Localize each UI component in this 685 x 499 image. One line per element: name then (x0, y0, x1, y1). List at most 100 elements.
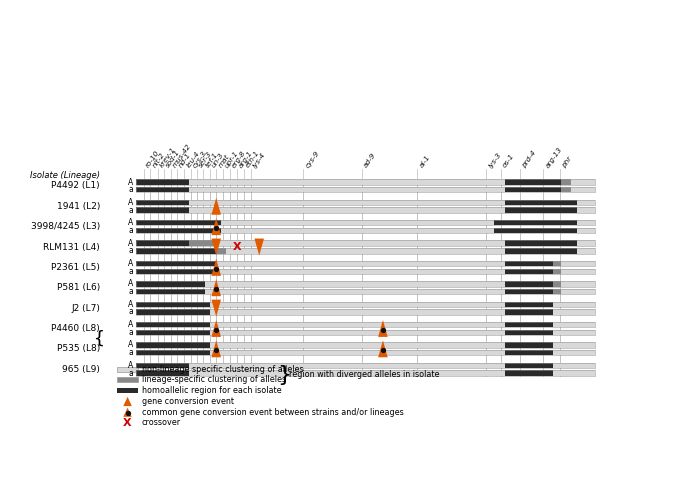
Bar (505, 241, 577, 246)
Text: P581 (L6): P581 (L6) (57, 283, 100, 292)
Bar (505, 363, 553, 368)
Polygon shape (212, 259, 221, 276)
Text: un-3: un-3 (211, 152, 225, 169)
Bar (205, 289, 505, 294)
Text: leu-4: leu-4 (186, 150, 201, 169)
Bar (505, 342, 553, 348)
Bar (189, 208, 505, 213)
Bar (505, 330, 553, 335)
Text: A: A (127, 239, 133, 248)
Bar (136, 179, 189, 185)
Bar (136, 363, 595, 368)
Text: A: A (127, 340, 133, 349)
Text: mus-42: mus-42 (172, 143, 192, 169)
Bar (577, 200, 595, 205)
Bar (577, 241, 595, 246)
Bar (189, 200, 505, 205)
Text: sod-1: sod-1 (165, 149, 182, 169)
Text: cys-3: cys-3 (192, 149, 208, 169)
Bar (189, 363, 505, 368)
Bar (136, 363, 189, 368)
Text: Isolate (Lineage): Isolate (Lineage) (30, 171, 100, 180)
Bar (118, 367, 138, 372)
Bar (136, 261, 216, 266)
Polygon shape (212, 299, 221, 316)
Text: A: A (127, 218, 133, 227)
Bar (210, 301, 505, 307)
Polygon shape (123, 397, 132, 406)
Text: P535 (L8): P535 (L8) (57, 344, 100, 353)
Bar (136, 289, 595, 294)
Text: ser-3: ser-3 (198, 150, 214, 169)
Bar (553, 370, 595, 376)
Bar (136, 309, 595, 315)
Bar (505, 281, 553, 286)
Text: lys-3: lys-3 (488, 151, 502, 169)
Bar (210, 330, 505, 335)
Bar (136, 187, 595, 193)
Bar (553, 330, 595, 335)
Bar (136, 322, 595, 327)
Text: arg-13: arg-13 (545, 146, 563, 169)
Bar (136, 342, 595, 348)
Bar (136, 301, 595, 307)
Text: P4460 (L8): P4460 (L8) (51, 324, 100, 333)
Text: a: a (128, 369, 133, 378)
Bar (571, 187, 595, 193)
Bar (505, 370, 553, 376)
Bar (210, 322, 505, 327)
Text: nit-2: nit-2 (151, 152, 166, 169)
Polygon shape (123, 408, 132, 417)
Bar (136, 301, 210, 307)
Text: X: X (123, 418, 132, 428)
Text: common gene conversion event between strains and/or lineages: common gene conversion event between str… (142, 408, 403, 417)
Bar (210, 350, 505, 355)
Bar (136, 187, 189, 193)
Text: homoallelic region for each isolate: homoallelic region for each isolate (142, 386, 282, 395)
Text: phr: phr (561, 155, 573, 169)
Bar (136, 350, 595, 355)
Text: 1941 (L2): 1941 (L2) (57, 202, 100, 211)
Bar (216, 261, 505, 266)
Bar (136, 179, 595, 185)
Bar (505, 187, 561, 193)
Bar (505, 350, 553, 355)
Polygon shape (212, 198, 221, 215)
Bar (553, 289, 561, 294)
Bar (136, 370, 595, 376)
Text: eth-1: eth-1 (245, 149, 261, 169)
Bar (189, 241, 216, 246)
Bar (136, 200, 189, 205)
Text: {: { (93, 330, 104, 348)
Bar (505, 309, 553, 315)
Bar (136, 208, 189, 213)
Bar (136, 208, 595, 213)
Bar (577, 220, 595, 226)
Bar (136, 330, 595, 335)
Bar (577, 228, 595, 233)
Text: crossover: crossover (142, 419, 181, 428)
Polygon shape (212, 218, 221, 235)
Bar (136, 309, 210, 315)
Text: cys-9: cys-9 (304, 149, 321, 169)
Bar (118, 388, 138, 393)
Text: }: } (277, 365, 291, 385)
Text: prd-4: prd-4 (521, 149, 537, 169)
Bar (136, 281, 205, 286)
Bar (495, 220, 577, 226)
Text: a: a (128, 206, 133, 215)
Bar (136, 289, 205, 294)
Bar (505, 179, 561, 185)
Polygon shape (378, 320, 388, 337)
Text: tef-1: tef-1 (205, 151, 219, 169)
Bar (553, 261, 561, 266)
Bar (136, 370, 189, 376)
Text: a: a (128, 348, 133, 357)
Text: a: a (128, 226, 133, 235)
Text: ad-9: ad-9 (363, 152, 377, 169)
Bar (136, 220, 595, 226)
Bar (505, 200, 577, 205)
Text: a: a (128, 247, 133, 255)
Text: a: a (128, 328, 133, 337)
Text: al-1: al-1 (419, 154, 432, 169)
